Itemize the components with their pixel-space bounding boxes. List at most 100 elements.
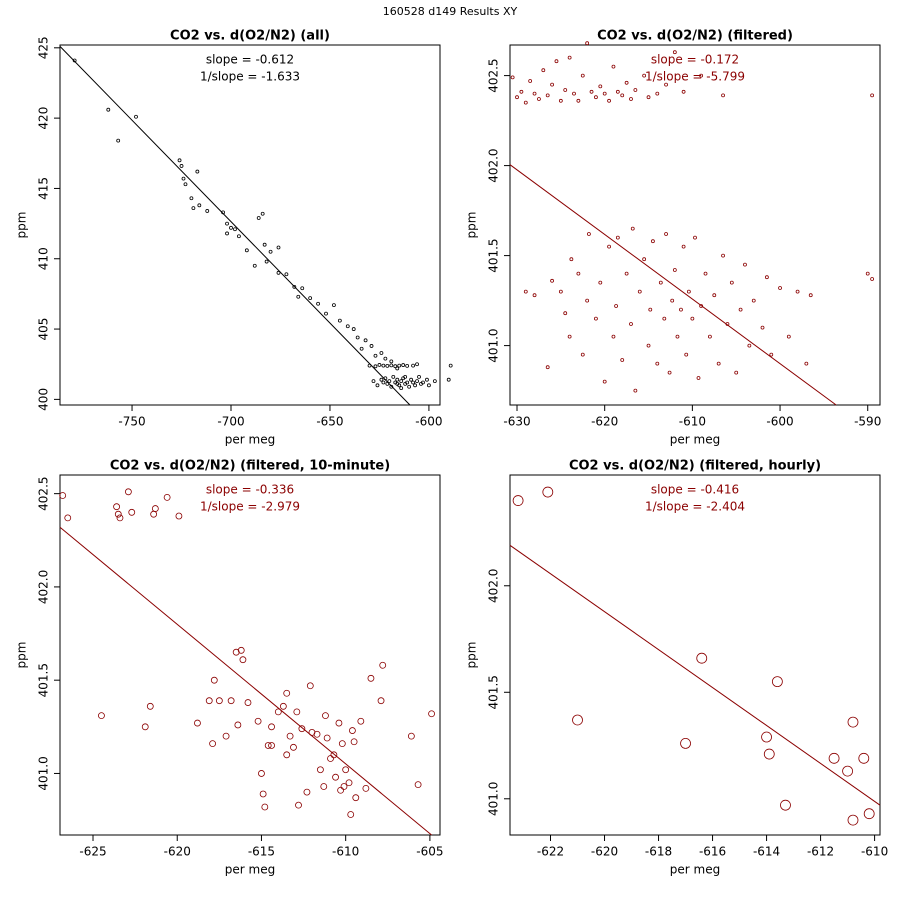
point	[389, 363, 394, 368]
point	[550, 278, 554, 283]
point	[594, 95, 598, 100]
point	[72, 58, 77, 63]
point	[413, 383, 417, 388]
point	[648, 307, 653, 312]
point	[357, 717, 365, 725]
point	[572, 91, 576, 96]
point	[337, 318, 342, 323]
point	[395, 377, 400, 382]
point	[721, 93, 725, 98]
point	[244, 699, 252, 706]
point	[377, 697, 385, 705]
point	[550, 82, 554, 87]
point	[598, 280, 603, 285]
x-tick-label: -590	[854, 415, 881, 429]
point	[693, 235, 697, 240]
point	[870, 93, 875, 98]
point	[116, 514, 124, 522]
point	[363, 338, 368, 343]
point	[411, 380, 415, 385]
point	[585, 41, 590, 46]
point	[541, 68, 546, 73]
point	[324, 311, 328, 316]
point	[298, 725, 306, 733]
point	[259, 790, 267, 798]
point	[197, 203, 202, 208]
point	[308, 296, 313, 301]
plot-frame	[509, 44, 881, 406]
point	[215, 697, 223, 705]
point	[655, 91, 660, 96]
point	[630, 226, 635, 231]
point	[233, 227, 237, 232]
point	[262, 242, 267, 247]
point	[558, 289, 563, 294]
point	[194, 719, 201, 727]
point	[367, 363, 372, 368]
point	[239, 656, 247, 664]
point	[106, 107, 111, 112]
point	[256, 216, 261, 220]
point	[397, 363, 402, 368]
point	[323, 734, 331, 742]
point	[327, 755, 334, 762]
annotation: slope = -0.172	[651, 53, 739, 67]
point	[670, 298, 675, 303]
point	[221, 210, 225, 215]
y-tick-label: 401.0	[487, 782, 501, 816]
y-axis-label: ppm	[465, 642, 479, 669]
point	[163, 493, 171, 501]
panel: CO2 vs. d(O2/N2) (filtered, 10-minute) sl…	[15, 459, 444, 877]
y-tick-label: 402.5	[37, 476, 51, 510]
point	[345, 324, 350, 329]
point	[721, 253, 725, 258]
point	[428, 710, 435, 718]
point	[134, 114, 138, 119]
point	[146, 702, 154, 710]
point	[355, 335, 360, 340]
point	[696, 376, 701, 380]
point	[865, 271, 870, 276]
point	[407, 384, 412, 389]
x-axis-label: per meg	[225, 863, 275, 877]
y-tick-label: 401.5	[37, 663, 51, 697]
point	[421, 380, 425, 385]
point	[391, 374, 396, 379]
point	[205, 209, 210, 213]
point	[195, 169, 200, 174]
point	[290, 743, 297, 751]
point	[675, 334, 680, 339]
point	[395, 382, 400, 386]
point	[389, 359, 394, 364]
point	[405, 364, 410, 368]
point	[587, 232, 591, 236]
point	[828, 752, 840, 764]
point	[725, 322, 730, 326]
point	[747, 343, 752, 348]
point	[667, 370, 672, 375]
point	[222, 732, 230, 740]
point	[189, 196, 194, 201]
point	[313, 730, 321, 738]
point	[347, 811, 355, 818]
point	[554, 59, 559, 64]
point	[771, 676, 783, 688]
point	[274, 708, 282, 716]
point	[359, 346, 364, 351]
point	[585, 298, 590, 303]
point	[415, 362, 419, 367]
point	[283, 751, 291, 759]
point	[572, 714, 583, 726]
point	[763, 748, 775, 760]
point	[699, 304, 704, 308]
x-axis-label: per meg	[225, 433, 275, 447]
point	[179, 164, 184, 168]
point	[858, 752, 870, 764]
point	[567, 55, 572, 60]
plot-frame	[509, 474, 881, 836]
point	[383, 376, 388, 381]
point	[778, 286, 782, 290]
point	[620, 358, 625, 362]
point	[399, 386, 404, 391]
